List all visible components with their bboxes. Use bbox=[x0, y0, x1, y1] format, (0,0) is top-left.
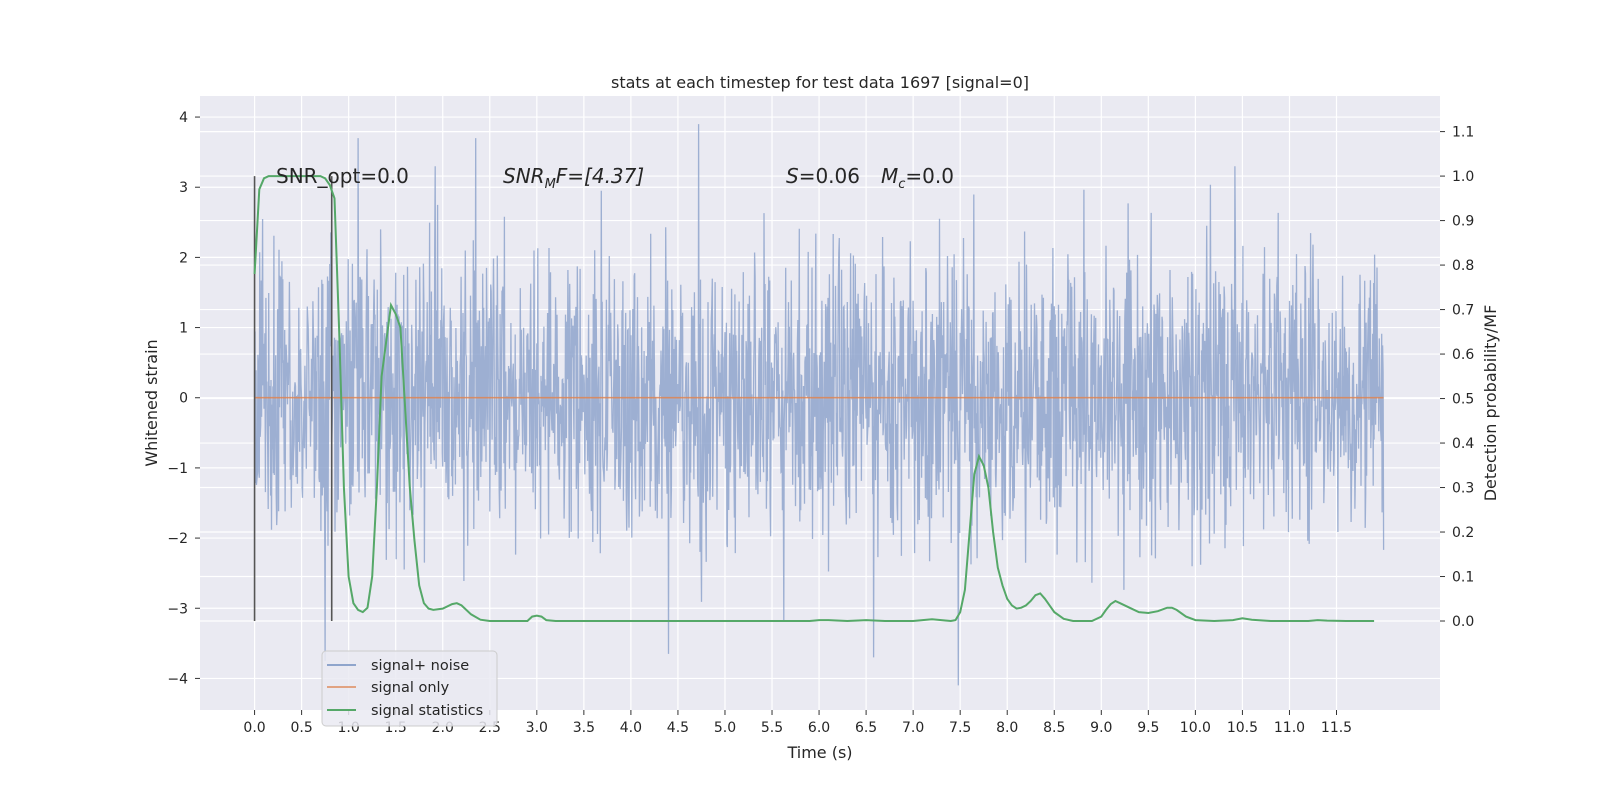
annotation-snr-mf-symbol: SNR bbox=[503, 164, 545, 188]
y2-tick-label: 0.9 bbox=[1452, 214, 1474, 230]
annotation-snr-opt: SNR_opt=0.0 bbox=[276, 164, 409, 188]
y2-tick-label: 1.1 bbox=[1452, 125, 1474, 141]
y2-axis-ticks: 1.1 1.0 0.9 0.8 0.7 0.6 0.5 0.4 0.3 0.2 0.1 0.0 bbox=[1440, 125, 1474, 630]
x-tick-label: 11.0 bbox=[1274, 720, 1305, 736]
y2-tick-label: 0.0 bbox=[1452, 614, 1474, 630]
annotation-s: S=0.06 bbox=[786, 164, 860, 188]
x-tick-label: 4.0 bbox=[620, 720, 642, 736]
y2-tick-label: 1.0 bbox=[1452, 169, 1474, 185]
legend-label-signal-noise: signal+ noise bbox=[371, 658, 469, 674]
y-tick-label: −3 bbox=[167, 601, 188, 617]
x-tick-label: 7.0 bbox=[902, 720, 924, 736]
x-tick-label: 8.5 bbox=[1043, 720, 1065, 736]
x-axis-ticks: 0.0 0.5 1.0 1.5 2.0 2.5 3.0 3.5 4.0 4.5 5.0 5.5 6.0 6… bbox=[243, 710, 1352, 736]
y2-axis-label: Detection probability/MF bbox=[1481, 305, 1500, 502]
legend-label-signal-only: signal only bbox=[371, 680, 450, 696]
y-tick-label: −2 bbox=[167, 531, 188, 547]
y2-tick-label: 0.3 bbox=[1452, 481, 1474, 497]
x-tick-label: 0.0 bbox=[243, 720, 265, 736]
legend-box bbox=[321, 650, 498, 727]
x-tick-label: 6.5 bbox=[855, 720, 877, 736]
x-tick-label: 4.5 bbox=[667, 720, 689, 736]
y2-tick-label: 0.4 bbox=[1452, 436, 1474, 452]
y-axis-label: Whitened strain bbox=[142, 339, 161, 466]
y-tick-label: 0 bbox=[179, 391, 188, 407]
y-tick-label: −1 bbox=[167, 461, 188, 477]
series-signal-statistics bbox=[253, 175, 1375, 623]
y-tick-label: −4 bbox=[167, 671, 188, 687]
vertical-markers bbox=[253, 176, 333, 622]
x-tick-label: 3.0 bbox=[526, 720, 548, 736]
x-tick-label: 10.5 bbox=[1227, 720, 1258, 736]
y2-tick-label: 0.1 bbox=[1452, 570, 1474, 586]
chart-title: stats at each timestep for test data 169… bbox=[611, 73, 1029, 92]
annotation-snr-mf-subscript: M bbox=[545, 177, 556, 192]
y2-tick-label: 0.5 bbox=[1452, 392, 1474, 408]
legend-label-signal-statistics: signal statistics bbox=[371, 703, 483, 719]
y2-tick-label: 0.7 bbox=[1452, 303, 1474, 319]
x-tick-label: 9.5 bbox=[1137, 720, 1159, 736]
y-tick-label: 2 bbox=[179, 250, 188, 266]
y-tick-label: 4 bbox=[179, 110, 188, 126]
annotation-mc-subscript: c bbox=[898, 177, 905, 192]
x-tick-label: 7.5 bbox=[949, 720, 971, 736]
annotation-s-symbol: S bbox=[786, 164, 799, 188]
y-tick-label: 1 bbox=[179, 321, 188, 337]
annotation-snr-mf-value: F=[4.37] bbox=[556, 164, 644, 188]
x-tick-label: 0.5 bbox=[290, 720, 312, 736]
x-tick-label: 10.0 bbox=[1180, 720, 1211, 736]
annotation-s-value: =0.06 bbox=[799, 164, 860, 188]
x-tick-label: 8.0 bbox=[996, 720, 1018, 736]
x-tick-label: 6.0 bbox=[808, 720, 830, 736]
annotation-snr-mf: SNRMF=[4.37] bbox=[503, 164, 644, 192]
y-axis-ticks: 4 3 2 1 0 −1 −2 −3 −4 bbox=[167, 110, 200, 687]
annotation-mc-symbol: M bbox=[881, 164, 898, 188]
y-tick-label: 3 bbox=[179, 180, 188, 196]
y2-tick-label: 0.2 bbox=[1452, 525, 1474, 541]
annotation-mc: Mc=0.0 bbox=[881, 164, 954, 192]
y2-tick-label: 0.6 bbox=[1452, 347, 1474, 363]
y2-tick-label: 0.8 bbox=[1452, 258, 1474, 274]
x-tick-label: 5.5 bbox=[761, 720, 783, 736]
x-axis-label: Time (s) bbox=[786, 743, 852, 762]
x-tick-label: 11.5 bbox=[1321, 720, 1352, 736]
series-signal-noise bbox=[253, 124, 1385, 686]
x-tick-label: 5.0 bbox=[714, 720, 736, 736]
legend: signal+ noise signal only signal statist… bbox=[321, 650, 498, 727]
signal-noise-trace bbox=[253, 124, 1385, 686]
x-tick-label: 9.0 bbox=[1090, 720, 1112, 736]
annotation-mc-value: =0.0 bbox=[905, 164, 954, 188]
x-tick-label: 3.5 bbox=[573, 720, 595, 736]
